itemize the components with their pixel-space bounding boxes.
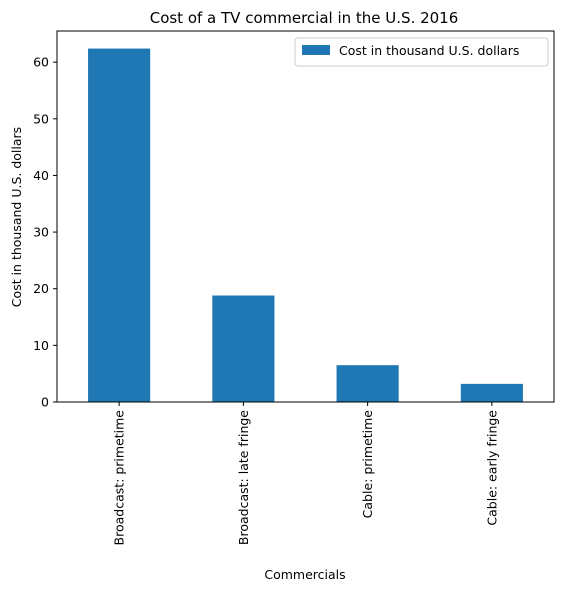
- x-tick-label: Broadcast: late fringe: [236, 410, 251, 545]
- y-tick-label: 20: [33, 281, 49, 296]
- bars-layer: [88, 48, 523, 402]
- y-tick-label: 30: [33, 225, 49, 240]
- y-tick-label: 40: [33, 168, 49, 183]
- plot-frame: [56, 30, 555, 403]
- bar-broadcast-primetime: [88, 48, 151, 402]
- y-axis-title: Cost in thousand U.S. dollars: [9, 127, 24, 307]
- legend-label: Cost in thousand U.S. dollars: [339, 43, 519, 58]
- x-axis: Broadcast: primetime Broadcast: late frin…: [112, 402, 499, 546]
- x-axis-title: Commercials: [264, 567, 345, 582]
- legend-swatch: [302, 45, 330, 55]
- y-tick-label: 50: [33, 111, 49, 126]
- bar-broadcast-late-fringe: [212, 295, 275, 402]
- y-tick-label: 0: [41, 395, 49, 410]
- bar-cable-primetime: [336, 365, 399, 402]
- chart-title: Cost of a TV commercial in the U.S. 2016: [150, 9, 459, 27]
- y-tick-label: 10: [33, 338, 49, 353]
- legend-box: [294, 37, 549, 67]
- y-tick-label: 60: [33, 55, 49, 70]
- x-tick-label: Cable: primetime: [360, 410, 375, 519]
- x-tick-label: Cable: early fringe: [484, 410, 499, 526]
- legend: Cost in thousand U.S. dollars: [294, 37, 549, 67]
- bar-cable-early-fringe: [460, 383, 523, 402]
- y-axis: 0 10 20 30 40 50 60: [33, 55, 57, 410]
- x-tick-label: Broadcast: primetime: [112, 410, 127, 546]
